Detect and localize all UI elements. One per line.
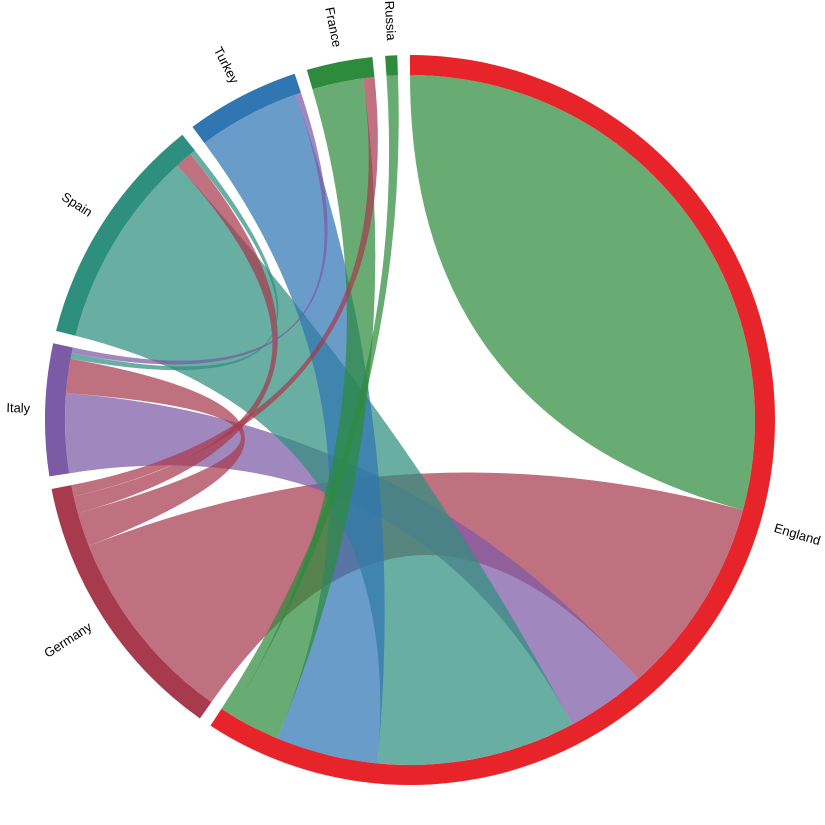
label-england: England xyxy=(772,520,822,548)
label-russia: Russia xyxy=(382,0,399,41)
label-france: France xyxy=(322,6,345,49)
chord-england-england xyxy=(410,75,755,510)
label-spain: Spain xyxy=(59,189,95,220)
chord-ribbons xyxy=(65,75,755,765)
chord-diagram: England Germany Italy Spain Turkey France Russ… xyxy=(0,0,825,825)
arc-russia xyxy=(385,55,398,76)
label-turkey: Turkey xyxy=(211,44,243,86)
label-germany: Germany xyxy=(41,619,94,661)
label-italy: Italy xyxy=(6,400,31,416)
